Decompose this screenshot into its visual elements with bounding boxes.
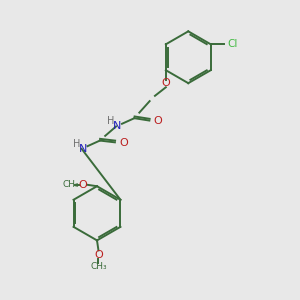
- Text: N: N: [79, 144, 87, 154]
- Text: O: O: [154, 116, 162, 126]
- Text: H: H: [107, 116, 115, 126]
- Text: Cl: Cl: [227, 39, 237, 49]
- Text: O: O: [161, 79, 170, 88]
- Text: O: O: [94, 250, 103, 260]
- Text: H: H: [73, 139, 80, 148]
- Text: N: N: [113, 122, 122, 131]
- Text: O: O: [119, 138, 128, 148]
- Text: CH₃: CH₃: [90, 262, 107, 272]
- Text: CH₃: CH₃: [62, 180, 79, 189]
- Text: O: O: [79, 180, 87, 190]
